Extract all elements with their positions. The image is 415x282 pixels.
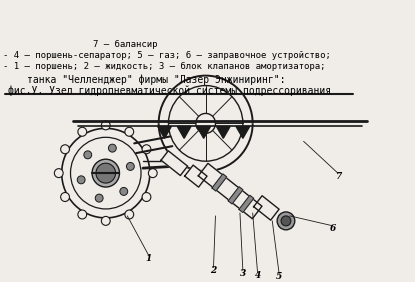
Circle shape bbox=[78, 127, 87, 136]
Polygon shape bbox=[228, 187, 243, 204]
Circle shape bbox=[77, 176, 85, 184]
Circle shape bbox=[54, 169, 63, 178]
Circle shape bbox=[61, 145, 69, 154]
Circle shape bbox=[281, 216, 291, 226]
Polygon shape bbox=[158, 126, 171, 138]
Circle shape bbox=[125, 127, 134, 136]
Polygon shape bbox=[239, 195, 254, 212]
Circle shape bbox=[84, 151, 92, 159]
Circle shape bbox=[61, 193, 69, 201]
Circle shape bbox=[277, 212, 295, 230]
Circle shape bbox=[125, 210, 134, 219]
Polygon shape bbox=[198, 163, 262, 219]
Text: 6: 6 bbox=[330, 224, 336, 233]
Text: 4: 4 bbox=[254, 271, 261, 280]
Circle shape bbox=[71, 137, 141, 209]
Circle shape bbox=[120, 188, 128, 195]
Polygon shape bbox=[236, 126, 250, 138]
Polygon shape bbox=[254, 196, 279, 220]
Polygon shape bbox=[185, 165, 207, 187]
Text: - 1 – поршень; 2 – жидкость; 3 – блок клапанов амортизатора;: - 1 – поршень; 2 – жидкость; 3 – блок кл… bbox=[3, 62, 325, 71]
Circle shape bbox=[78, 210, 87, 219]
Polygon shape bbox=[197, 126, 210, 138]
Text: 2: 2 bbox=[210, 266, 217, 275]
Polygon shape bbox=[217, 126, 230, 138]
Text: - 4 – поршень-сепаратор; 5 – газ; 6 – заправочное устройство;: - 4 – поршень-сепаратор; 5 – газ; 6 – за… bbox=[3, 51, 331, 60]
Polygon shape bbox=[212, 174, 227, 191]
Circle shape bbox=[62, 128, 150, 218]
Circle shape bbox=[101, 216, 110, 225]
Text: фис.У. Узел гидропневматической системы подрессоривания: фис.У. Узел гидропневматической системы … bbox=[8, 85, 331, 96]
Circle shape bbox=[149, 169, 157, 178]
Polygon shape bbox=[177, 126, 191, 138]
Circle shape bbox=[92, 159, 120, 187]
Circle shape bbox=[196, 113, 215, 133]
Circle shape bbox=[142, 145, 151, 154]
Circle shape bbox=[96, 163, 115, 183]
Circle shape bbox=[95, 194, 103, 202]
Text: 7: 7 bbox=[335, 172, 341, 180]
Text: 5: 5 bbox=[276, 272, 282, 281]
Circle shape bbox=[108, 144, 116, 152]
Text: 3: 3 bbox=[240, 269, 246, 278]
Circle shape bbox=[101, 121, 110, 130]
Text: 7 – балансир: 7 – балансир bbox=[93, 40, 158, 49]
Polygon shape bbox=[161, 151, 188, 175]
Text: 1: 1 bbox=[146, 254, 152, 263]
Text: танка "Челленджер" фирмы "Лазер Энжиниринг":: танка "Челленджер" фирмы "Лазер Энжинири… bbox=[27, 75, 286, 85]
Circle shape bbox=[127, 162, 134, 170]
Circle shape bbox=[142, 193, 151, 201]
